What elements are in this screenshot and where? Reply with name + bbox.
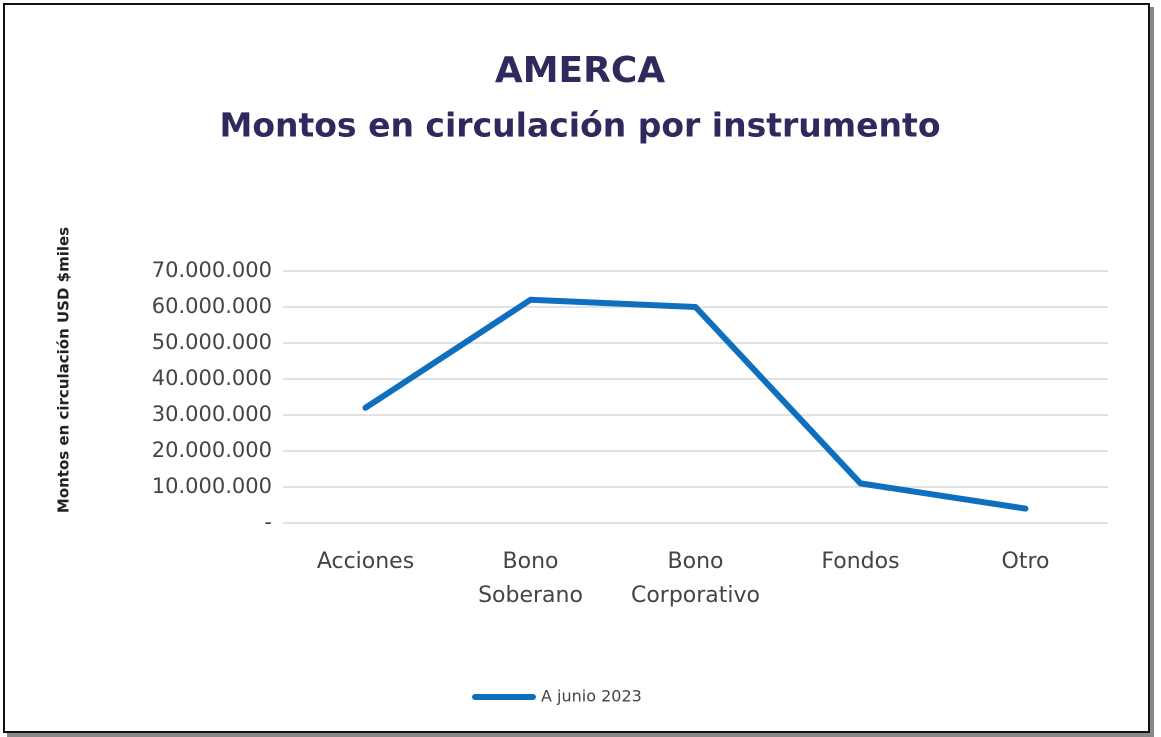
chart-subtitle: Montos en circulación por instrumento (219, 106, 940, 145)
y-tick-label: - (264, 510, 272, 534)
legend-label: A junio 2023 (541, 687, 642, 706)
line-series (362, 296, 1029, 512)
x-tick-label: Bono Corporativo (630, 549, 761, 608)
y-tick-label: 20.000.000 (152, 438, 272, 462)
x-tick-label: Acciones (316, 549, 415, 574)
x-tick-label: Bono Soberano (478, 549, 583, 608)
y-tick-label: 30.000.000 (152, 402, 272, 426)
y-tick-label: 70.000.000 (152, 258, 272, 282)
y-tick-label: 50.000.000 (152, 330, 272, 354)
chart-frame (3, 3, 1150, 733)
chart-title: AMERCA (495, 50, 665, 91)
y-tick-label: 60.000.000 (152, 294, 272, 318)
y-axis-label: Montos en circulación USD $miles (55, 227, 73, 513)
x-tick-label: Otro (1001, 549, 1050, 574)
x-tick-label: Fondos (821, 549, 900, 574)
y-tick-label: 10.000.000 (152, 474, 272, 498)
y-tick-label: 40.000.000 (152, 366, 272, 390)
